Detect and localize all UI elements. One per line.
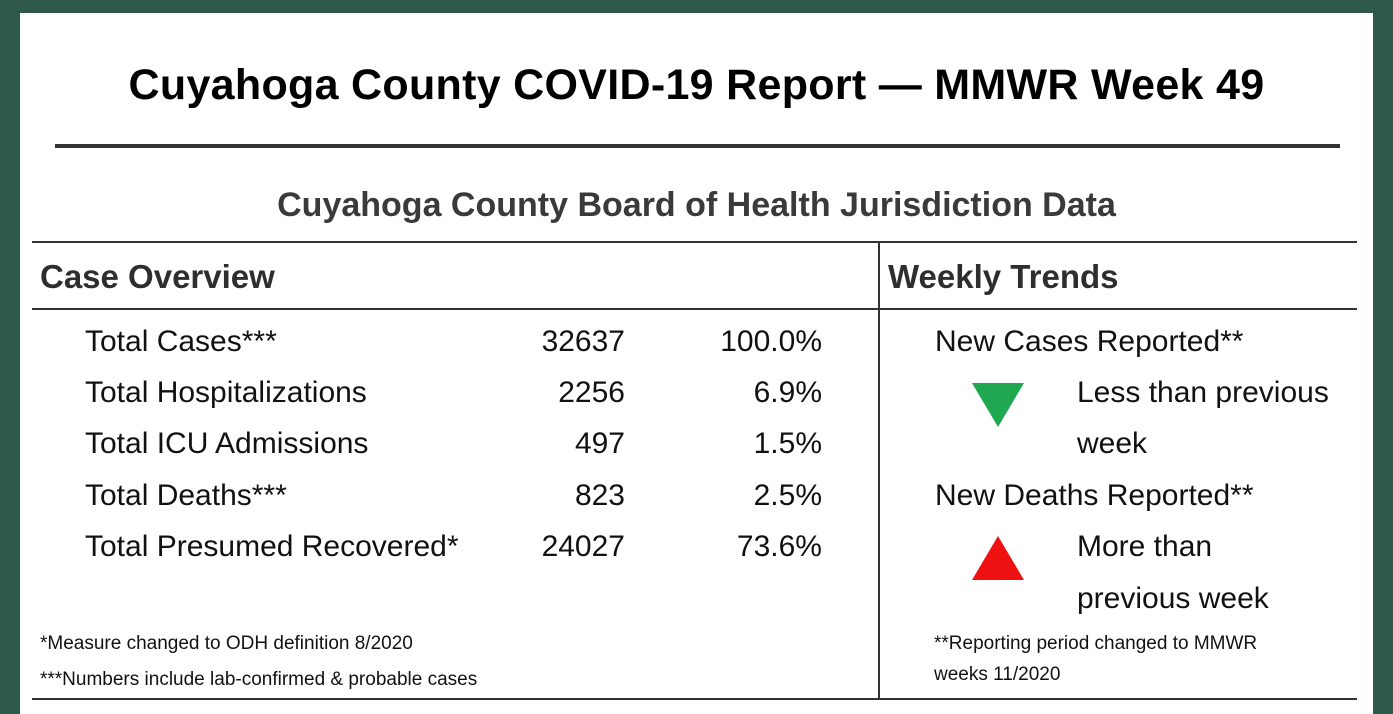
footnote-numbers: ***Numbers include lab-confirmed & proba… bbox=[40, 669, 478, 690]
report-card: Cuyahoga County COVID-19 Report — MMWR W… bbox=[20, 13, 1373, 714]
row-label: Total Cases*** bbox=[85, 325, 277, 358]
case-overview-header-border bbox=[32, 308, 878, 310]
triangle-up-icon bbox=[972, 536, 1024, 580]
trend-text-deaths-line1: More than bbox=[1077, 530, 1213, 563]
row-count: 32637 bbox=[541, 325, 625, 358]
row-label: Total Deaths*** bbox=[85, 479, 287, 512]
footnote-reporting-line1: **Reporting period changed to MMWR bbox=[934, 633, 1258, 654]
case-overview-heading: Case Overview bbox=[40, 258, 275, 295]
trend-label-deaths: New Deaths Reported** bbox=[935, 479, 1254, 512]
row-count: 24027 bbox=[541, 530, 625, 563]
report-subtitle: Cuyahoga County Board of Health Jurisdic… bbox=[277, 186, 1116, 224]
title-divider bbox=[55, 144, 1340, 148]
row-count: 2256 bbox=[558, 376, 625, 409]
row-percent: 100.0% bbox=[720, 325, 822, 358]
trend-text-cases-line2: week bbox=[1077, 427, 1148, 460]
row-label: Total ICU Admissions bbox=[85, 427, 369, 460]
row-percent: 73.6% bbox=[736, 530, 822, 563]
table-top-border bbox=[32, 241, 1357, 243]
trend-text-deaths-line2: previous week bbox=[1077, 582, 1269, 615]
row-count: 497 bbox=[574, 427, 625, 460]
weekly-trends-header-border bbox=[880, 308, 1357, 310]
footnote-measure: *Measure changed to ODH definition 8/202… bbox=[40, 633, 413, 654]
weekly-trends-heading: Weekly Trends bbox=[888, 258, 1119, 295]
trend-text-cases-line1: Less than previous bbox=[1077, 376, 1329, 409]
row-count: 823 bbox=[574, 479, 625, 512]
row-percent: 1.5% bbox=[753, 427, 822, 460]
row-percent: 2.5% bbox=[753, 479, 822, 512]
triangle-down-icon bbox=[972, 383, 1024, 427]
row-percent: 6.9% bbox=[753, 376, 822, 409]
table-bottom-border bbox=[32, 698, 1357, 700]
footnote-reporting-line2: weeks 11/2020 bbox=[934, 664, 1061, 685]
row-label: Total Presumed Recovered* bbox=[85, 530, 459, 563]
column-divider bbox=[878, 242, 880, 700]
row-label: Total Hospitalizations bbox=[85, 376, 367, 409]
report-title: Cuyahoga County COVID-19 Report — MMWR W… bbox=[128, 61, 1265, 109]
trend-label-cases: New Cases Reported** bbox=[935, 325, 1244, 358]
